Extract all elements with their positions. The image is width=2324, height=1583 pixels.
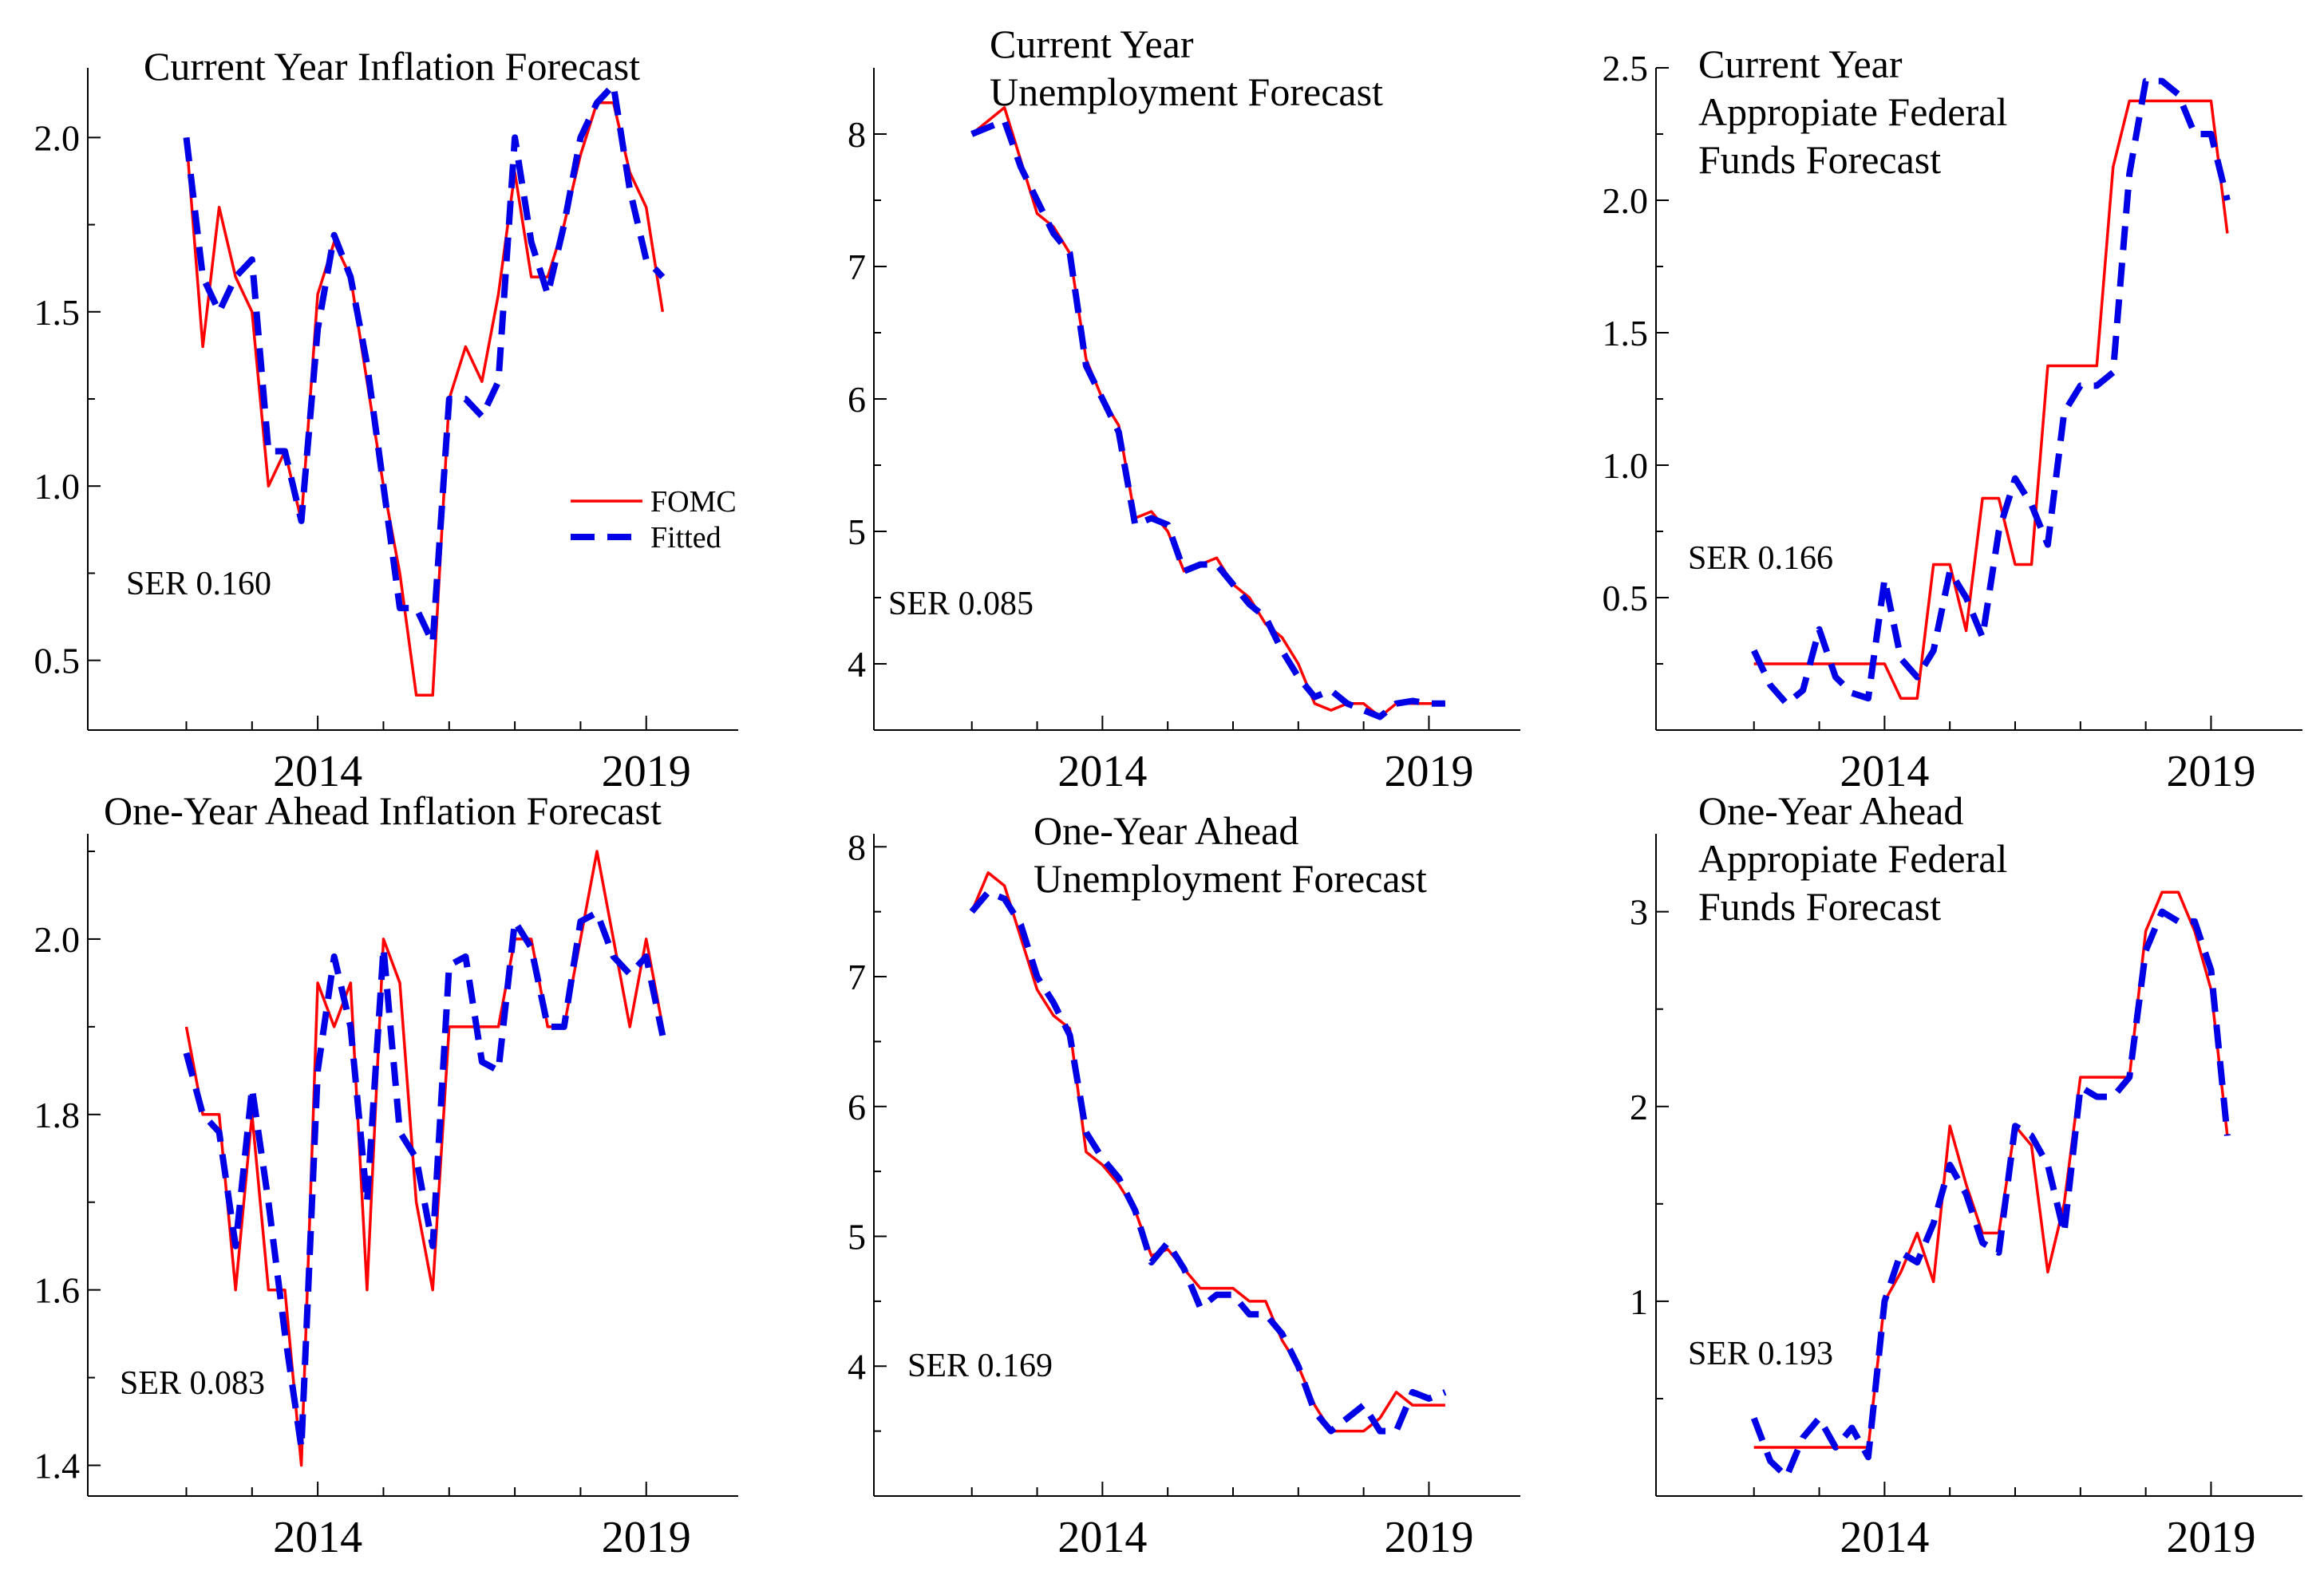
chart-title: One-Year Ahead Inflation Forecast [104,788,662,833]
chart-title: Current Year [1698,41,1903,86]
chart-title: Current Year Inflation Forecast [144,44,640,89]
x-tick-label: 2019 [602,1513,691,1562]
y-tick-label: 8 [848,827,866,867]
x-tick-label: 2014 [273,1513,362,1562]
fitted-series-line [183,81,666,646]
fitted-series-line [1751,77,2231,707]
x-tick-label: 2019 [1384,1513,1473,1562]
legend-fitted-label: Fitted [650,521,721,555]
y-tick-label: 2.0 [34,919,81,960]
chart-title: Unemployment Forecast [990,69,1383,114]
x-tick-label: 2019 [602,747,691,796]
y-tick-label: 0.5 [1603,578,1649,618]
chart-title: Funds Forecast [1698,884,1941,929]
y-tick-label: 2 [1630,1087,1648,1127]
legend-fomc-label: FOMC [650,485,737,519]
chart-title: Unemployment Forecast [1034,856,1427,901]
y-tick-label: 2.5 [1603,48,1649,89]
chart-title: Funds Forecast [1698,137,1941,182]
x-tick-label: 2014 [1057,1513,1147,1562]
y-tick-label: 1 [1630,1281,1648,1322]
fitted-series-line [183,909,666,1451]
fomc-series-line [970,871,1445,1433]
x-tick-label: 2019 [2166,747,2255,796]
x-tick-label: 2019 [1384,747,1473,796]
y-tick-label: 1.8 [34,1095,81,1135]
y-tick-label: 4 [848,644,866,685]
chart-title: One-Year Ahead [1698,788,1963,833]
ser-annotation: SER 0.083 [120,1365,265,1402]
fitted-series-line [970,117,1445,720]
y-tick-label: 7 [848,957,866,997]
chart-title: Appropiate Federal [1698,836,2007,881]
ser-annotation: SER 0.085 [888,586,1034,622]
ser-annotation: SER 0.169 [907,1348,1053,1384]
y-tick-label: 2.0 [1603,180,1649,221]
y-tick-label: 5 [848,511,866,552]
fitted-series-line [969,889,1447,1435]
y-tick-label: 1.4 [34,1446,81,1486]
panel-one-year-ahead-inflation: 1.4 1.6 1.8 2.0 2014 2019 One-Year Ahead Infla… [34,788,738,1562]
y-tick-label: 7 [848,247,866,287]
y-tick-label: 1.0 [1603,445,1649,486]
y-tick-label: 1.0 [34,466,81,507]
panel-one-year-ahead-unemployment: 4 5 6 7 8 2014 2019 One-Year AheadUnemployment … [848,808,1520,1562]
x-tick-label: 2014 [1840,1513,1929,1562]
y-tick-label: 4 [848,1346,866,1387]
x-tick-label: 2014 [273,747,362,796]
x-tick-label: 2014 [1840,747,1929,796]
fomc-series-line [1753,99,2229,700]
chart-title: Current Year [990,22,1194,66]
fomc-series-line [970,106,1445,719]
y-tick-label: 2.0 [34,117,81,158]
y-tick-label: 6 [848,1087,866,1127]
y-tick-label: 6 [848,379,866,420]
ser-annotation: SER 0.166 [1688,540,1833,577]
y-tick-label: 5 [848,1217,866,1257]
y-tick-label: 8 [848,114,866,155]
y-tick-label: 0.5 [34,641,81,681]
panel-current-year-federal-funds: 0.5 1.0 1.5 2.0 2.5 2014 2019 Current YearAppro… [1603,41,2302,796]
y-tick-label: 3 [1630,892,1648,933]
fitted-series-line [1750,908,2231,1480]
ser-annotation: SER 0.193 [1688,1336,1833,1372]
y-tick-label: 1.5 [34,292,81,333]
y-tick-label: 1.5 [1603,313,1649,353]
panel-current-year-inflation: 0.5 1.0 1.5 2.0 2014 2019 Current Year Inflati… [34,44,738,796]
fomc-series-line [184,101,665,697]
chart-title: One-Year Ahead [1034,808,1298,853]
x-tick-label: 2014 [1057,747,1147,796]
y-tick-label: 1.6 [34,1270,81,1311]
chart-title: Appropiate Federal [1698,89,2007,134]
ser-annotation: SER 0.160 [126,566,271,602]
x-tick-label: 2019 [2166,1513,2255,1562]
